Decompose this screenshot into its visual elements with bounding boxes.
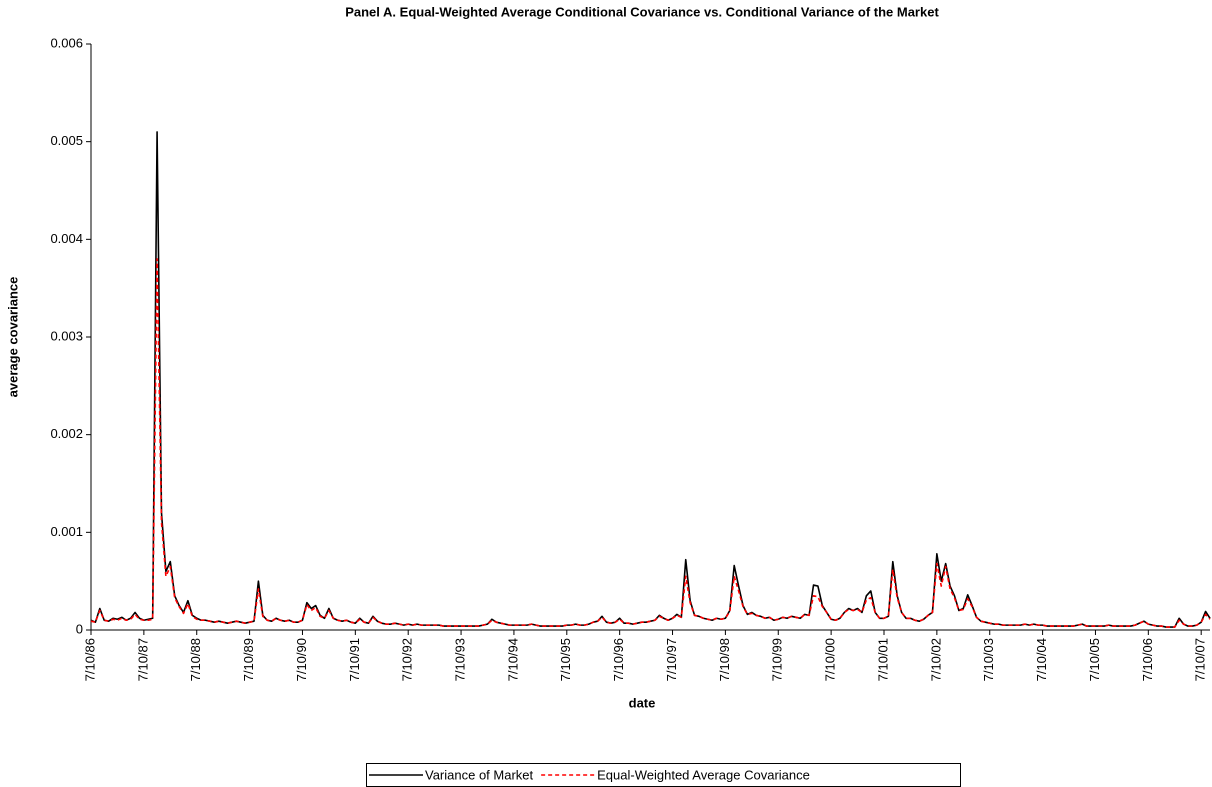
x-tick-label: 7/10/86 <box>82 638 97 681</box>
x-tick-label: 7/10/04 <box>1034 638 1049 681</box>
x-tick-label: 7/10/89 <box>241 638 256 681</box>
x-tick-label: 7/10/03 <box>981 638 996 681</box>
y-tick-label: 0.003 <box>50 328 83 343</box>
x-tick-label: 7/10/91 <box>347 638 362 681</box>
x-tick-label: 7/10/92 <box>400 638 415 681</box>
y-tick-label: 0.006 <box>50 35 83 50</box>
y-tick-label: 0.002 <box>50 426 83 441</box>
x-tick-label: 7/10/02 <box>928 638 943 681</box>
x-tick-label: 7/10/98 <box>717 638 732 681</box>
x-tick-label: 7/10/93 <box>453 638 468 681</box>
chart-title: Panel A. Equal-Weighted Average Conditio… <box>345 4 939 19</box>
y-tick-label: 0.004 <box>50 231 83 246</box>
x-tick-label: 7/10/05 <box>1087 638 1102 681</box>
series-line <box>90 258 1211 628</box>
x-tick-label: 7/10/96 <box>611 638 626 681</box>
series-line <box>90 131 1211 628</box>
x-tick-label: 7/10/97 <box>664 638 679 681</box>
x-tick-label: 7/10/00 <box>823 638 838 681</box>
x-tick-label: 7/10/06 <box>1140 638 1155 681</box>
x-tick-label: 7/10/01 <box>875 638 890 681</box>
y-tick-label: 0 <box>76 621 83 636</box>
legend-label: Variance of Market <box>425 767 534 782</box>
x-axis-label: date <box>629 695 656 710</box>
legend-label: Equal-Weighted Average Covariance <box>597 767 810 782</box>
x-tick-label: 7/10/94 <box>505 638 520 681</box>
x-tick-label: 7/10/87 <box>135 638 150 681</box>
x-tick-label: 7/10/07 <box>1193 638 1208 681</box>
x-tick-label: 7/10/88 <box>188 638 203 681</box>
y-axis-label: average covariance <box>5 277 20 398</box>
x-tick-label: 7/10/90 <box>294 638 309 681</box>
y-tick-label: 0.001 <box>50 524 83 539</box>
x-tick-label: 7/10/95 <box>558 638 573 681</box>
y-tick-label: 0.005 <box>50 133 83 148</box>
x-tick-label: 7/10/99 <box>770 638 785 681</box>
